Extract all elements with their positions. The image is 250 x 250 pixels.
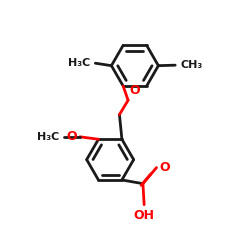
Text: OH: OH [134, 209, 155, 222]
Text: O: O [160, 160, 170, 173]
Text: H₃C: H₃C [36, 132, 59, 142]
Text: O: O [66, 130, 77, 143]
Text: O: O [129, 84, 140, 97]
Text: CH₃: CH₃ [181, 60, 203, 70]
Text: H₃C: H₃C [68, 58, 90, 68]
